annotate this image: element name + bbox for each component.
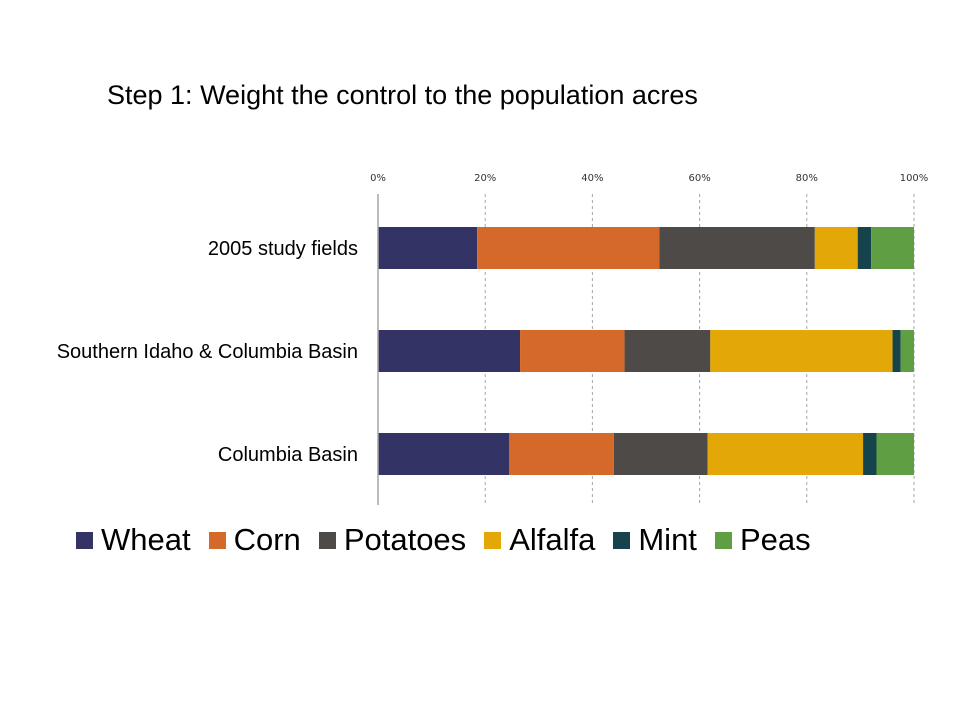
legend-label: Potatoes: [343, 522, 467, 557]
legend-item-peas: Peas: [714, 522, 811, 558]
x-tick-label: 0%: [370, 173, 386, 184]
legend-item-potatoes: Potatoes: [318, 522, 467, 558]
legend-item-wheat: Wheat: [76, 522, 191, 558]
legend-label: Peas: [739, 522, 811, 557]
legend-swatch: [76, 531, 93, 549]
category-label: 2005 study fields: [208, 238, 358, 260]
legend-item-mint: Mint: [613, 522, 697, 558]
legend-label: Alfalfa: [509, 522, 596, 557]
bar-alfalfa-0: [814, 227, 858, 269]
x-tick-label: 60%: [688, 173, 710, 184]
category-labels: 2005 study fields Southern Idaho & Columb…: [57, 238, 358, 466]
x-tick-label: 100%: [900, 173, 929, 184]
bar-mint-2: [863, 433, 877, 475]
bar-segments: [378, 227, 914, 475]
bar-wheat-2: [378, 433, 510, 475]
legend-swatch: [613, 531, 631, 549]
x-tick-label: 80%: [796, 173, 818, 184]
bar-alfalfa-2: [707, 433, 864, 475]
legend-swatch: [484, 531, 502, 549]
legend: Wheat Corn Potatoes Alfalfa Mint Peas: [76, 522, 829, 558]
bar-peas-1: [900, 330, 914, 372]
bar-mint-0: [857, 227, 872, 269]
bar-mint-1: [892, 330, 901, 372]
x-tick-label: 20%: [474, 173, 496, 184]
bar-potatoes-2: [613, 433, 708, 475]
bar-peas-0: [871, 227, 914, 269]
legend-label: Corn: [233, 522, 301, 557]
bar-potatoes-0: [659, 227, 815, 269]
legend-swatch: [318, 531, 336, 549]
bar-potatoes-1: [624, 330, 711, 372]
bar-corn-2: [509, 433, 614, 475]
legend-label: Wheat: [101, 522, 191, 557]
bar-alfalfa-1: [710, 330, 893, 372]
legend-swatch: [714, 531, 732, 549]
slide-title: Step 1: Weight the control to the popula…: [107, 80, 698, 110]
bar-wheat-0: [378, 227, 478, 269]
legend-item-alfalfa: Alfalfa: [484, 522, 595, 558]
x-tick-labels: 0% 20% 40% 60% 80% 100%: [370, 173, 928, 184]
category-label: Columbia Basin: [218, 444, 358, 466]
bar-wheat-1: [378, 330, 521, 372]
legend-label: Mint: [638, 522, 697, 557]
bar-corn-0: [477, 227, 660, 269]
bar-peas-2: [876, 433, 914, 475]
x-tick-label: 40%: [581, 173, 603, 184]
bar-corn-1: [520, 330, 625, 372]
legend-swatch: [208, 531, 226, 549]
legend-item-corn: Corn: [208, 522, 301, 558]
category-label: Southern Idaho & Columbia Basin: [57, 341, 358, 363]
